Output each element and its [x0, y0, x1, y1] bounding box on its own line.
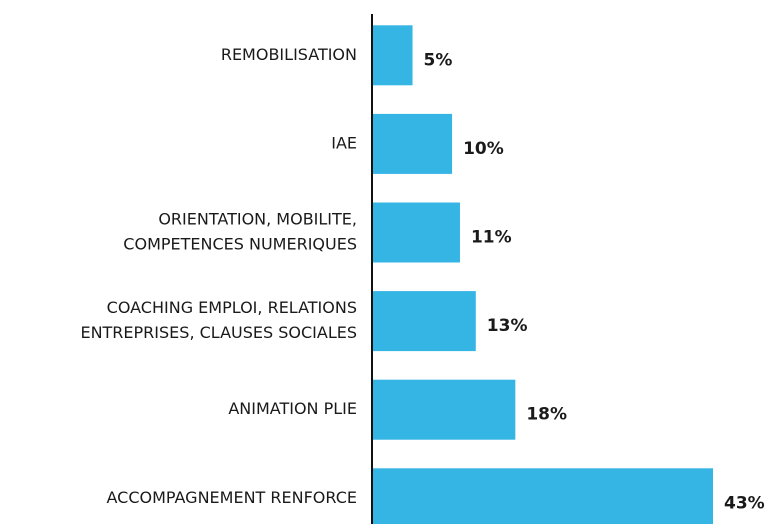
bar: [373, 379, 516, 440]
bar: [373, 202, 460, 263]
category-label: COMPETENCES NUMERIQUES: [123, 235, 357, 254]
category-label: ANIMATION PLIE: [228, 399, 357, 418]
value-label: 11%: [471, 228, 512, 248]
category-label: COACHING EMPLOI, RELATIONS: [107, 298, 357, 317]
category-label: IAE: [331, 133, 357, 152]
bar: [373, 468, 713, 524]
bar: [373, 25, 413, 86]
bar: [373, 291, 476, 352]
value-label: 18%: [526, 405, 567, 425]
category-label: REMOBILISATION: [221, 45, 357, 64]
category-label: ENTREPRISES, CLAUSES SOCIALES: [80, 323, 357, 342]
value-label: 5%: [424, 50, 453, 70]
bar: [373, 113, 453, 174]
value-label: 43%: [724, 493, 765, 513]
value-label: 13%: [487, 316, 528, 336]
category-label: ACCOMPAGNEMENT RENFORCE: [106, 488, 357, 507]
category-label: ORIENTATION, MOBILITE,: [158, 210, 357, 229]
value-label: 10%: [463, 139, 504, 159]
